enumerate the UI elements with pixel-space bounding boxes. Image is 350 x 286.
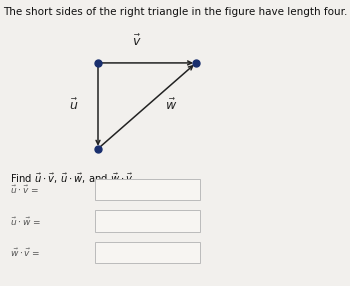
Bar [94,242,199,263]
Text: $\vec{u} \cdot \vec{w}$ =: $\vec{u} \cdot \vec{w}$ = [10,216,41,228]
Text: Find $\vec{u} \cdot \vec{v}$, $\vec{u} \cdot \vec{w}$, and $\vec{w} \cdot \vec{v: Find $\vec{u} \cdot \vec{v}$, $\vec{u} \… [10,172,136,186]
Bar [94,210,199,232]
Text: $\vec{w}$: $\vec{w}$ [166,98,177,114]
Text: $\vec{v}$: $\vec{v}$ [132,33,141,49]
Text: The short sides of the right triangle in the figure have length four.: The short sides of the right triangle in… [3,7,347,17]
Bar [94,179,199,200]
Text: $\vec{u} \cdot \vec{v}$ =: $\vec{u} \cdot \vec{v}$ = [10,184,39,196]
Text: $\vec{u}$: $\vec{u}$ [69,98,78,114]
Text: $\vec{w} \cdot \vec{v}$ =: $\vec{w} \cdot \vec{v}$ = [10,247,41,259]
